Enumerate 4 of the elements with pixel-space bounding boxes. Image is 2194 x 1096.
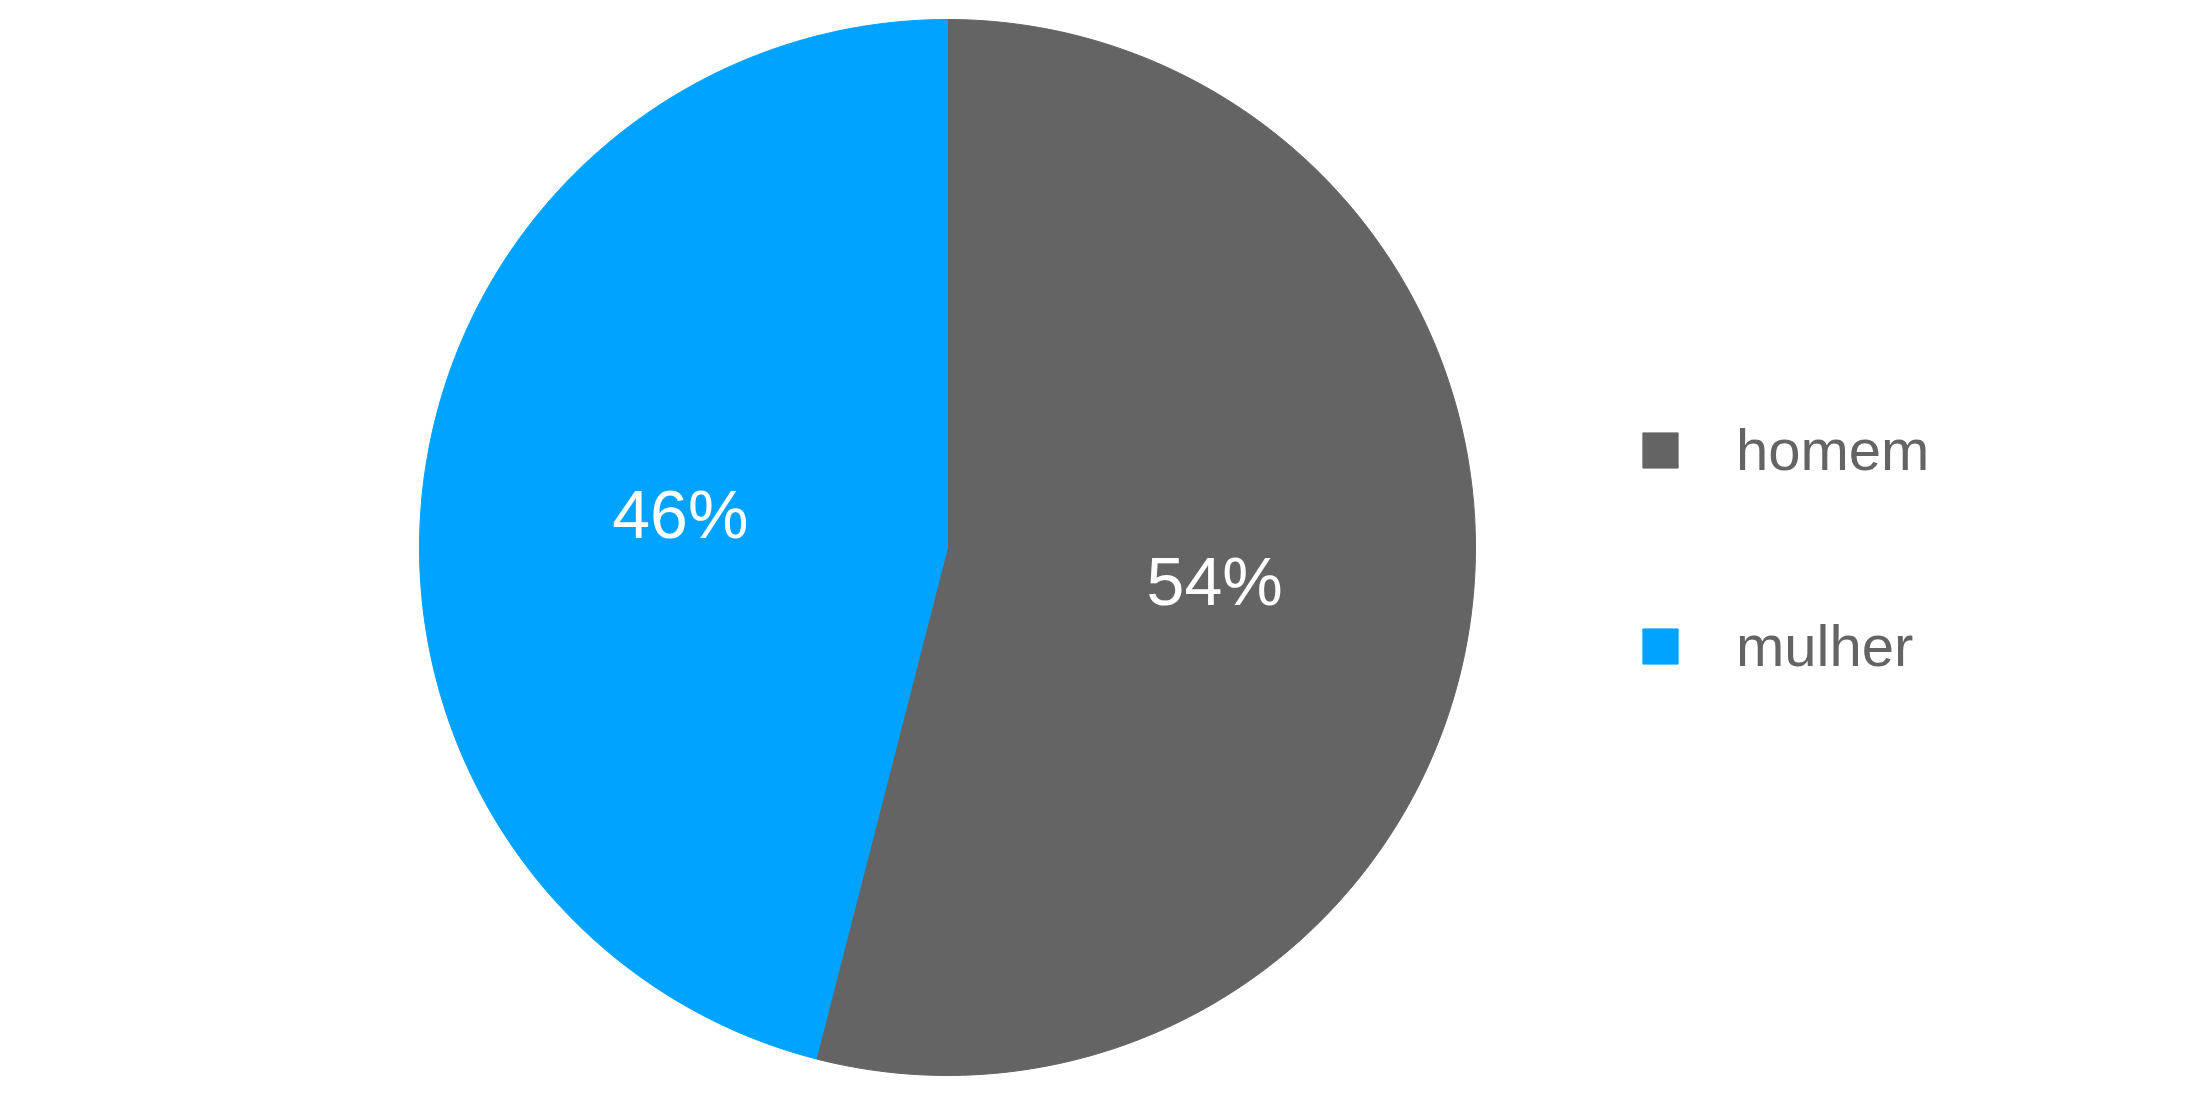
legend-label: homem [1736,416,1930,483]
data-label: 46% [612,475,749,552]
legend-label: mulher [1736,612,1914,679]
data-label: 54% [1146,543,1283,620]
